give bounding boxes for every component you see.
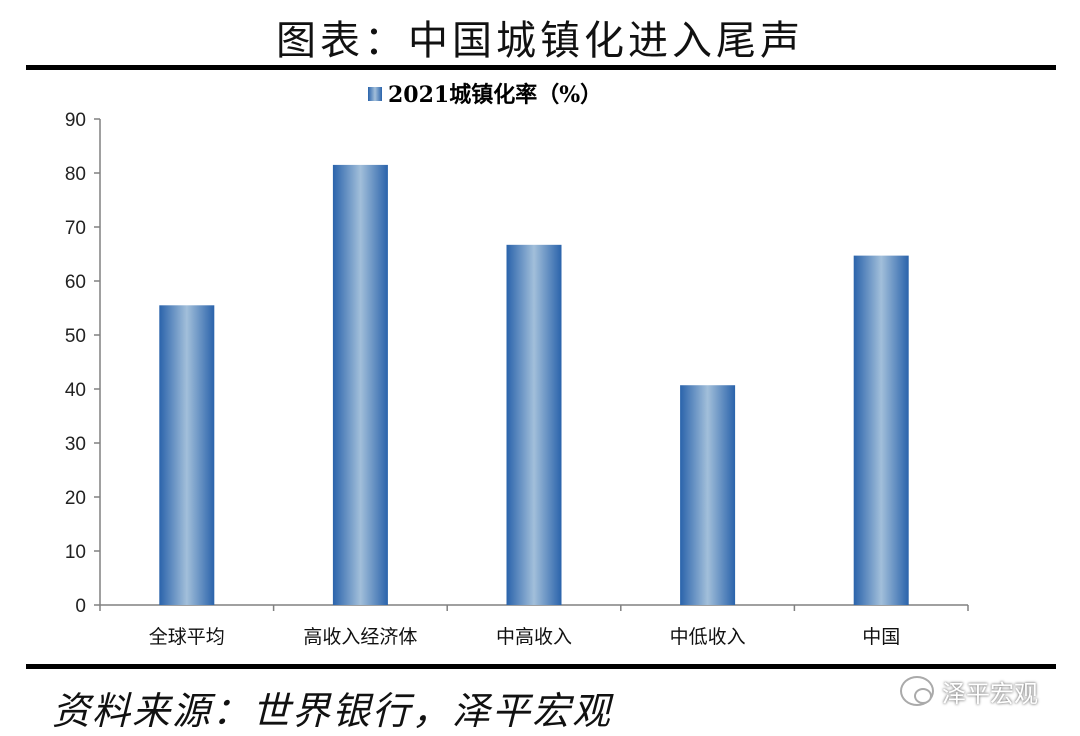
legend-swatch	[368, 87, 382, 101]
chart-bars	[159, 164, 909, 605]
y-tick-label: 40	[65, 380, 86, 401]
bar-3	[680, 385, 736, 605]
watermark-text: 泽平宏观	[942, 679, 1038, 708]
legend-label: 2021城镇化率（%）	[388, 82, 602, 108]
source-note: 资料来源：世界银行，泽平宏观	[52, 689, 613, 733]
category-label: 全球平均	[149, 626, 225, 648]
y-tick-label: 0	[75, 596, 86, 617]
bar-2	[506, 244, 562, 605]
wechat-icon	[900, 676, 934, 706]
y-tick-label: 90	[65, 110, 86, 131]
category-label: 中低收入	[670, 626, 746, 648]
top-rule	[26, 65, 1056, 70]
y-tick-label: 10	[65, 542, 86, 563]
bar-chart: 2021城镇化率（%） 0 10 20 30 40 50 60 70 80 90 全球平均 高收入经…	[65, 82, 969, 648]
category-labels: 全球平均 高收入经济体 中高收入 中低收入 中国	[149, 626, 900, 648]
y-tick-label: 80	[65, 164, 86, 185]
bottom-rule	[26, 664, 1056, 669]
y-tick-label: 50	[65, 326, 86, 347]
category-label: 中高收入	[496, 626, 572, 648]
bar-0	[159, 305, 215, 605]
y-tick-label: 30	[65, 434, 86, 455]
bar-4	[853, 255, 909, 605]
chart-axes: 0 10 20 30 40 50 60 70 80 90	[65, 110, 969, 617]
watermark: 泽平宏观	[900, 674, 1038, 708]
y-tick-label: 20	[65, 488, 86, 509]
chart-title: 图表：中国城镇化进入尾声	[276, 18, 804, 64]
bar-1	[332, 164, 388, 605]
category-label: 中国	[862, 626, 900, 648]
category-label: 高收入经济体	[303, 626, 417, 648]
y-tick-label: 70	[65, 218, 86, 239]
chart-legend: 2021城镇化率（%）	[368, 82, 602, 108]
y-tick-label: 60	[65, 272, 86, 293]
